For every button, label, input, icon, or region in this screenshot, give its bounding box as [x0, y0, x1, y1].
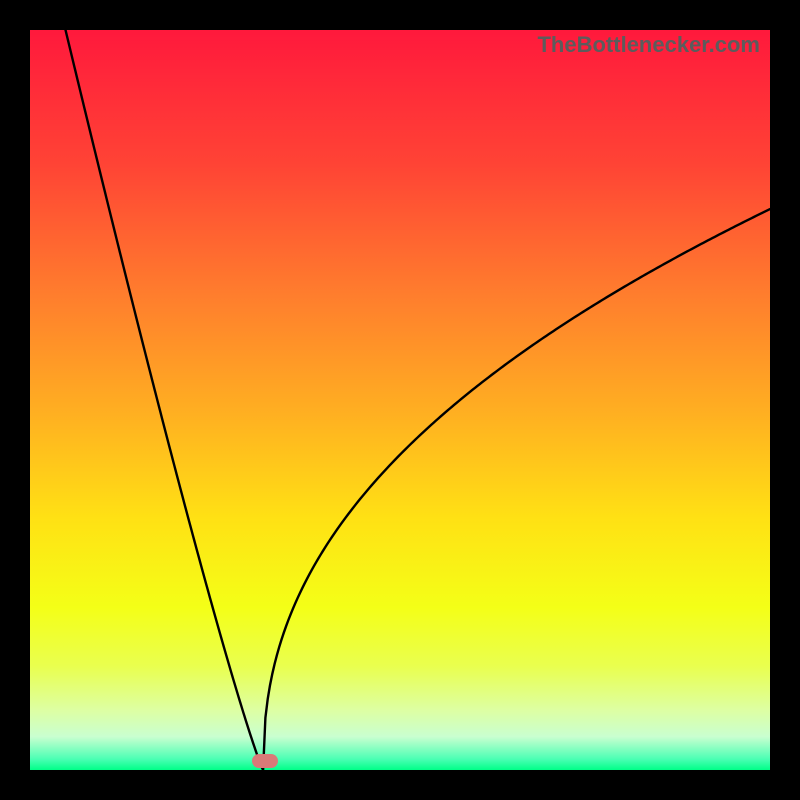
plot-area: [30, 30, 770, 770]
optimal-point-marker: [252, 754, 278, 768]
watermark-text: TheBottlenecker.com: [531, 30, 766, 60]
chart-container: TheBottlenecker.com: [0, 0, 800, 800]
